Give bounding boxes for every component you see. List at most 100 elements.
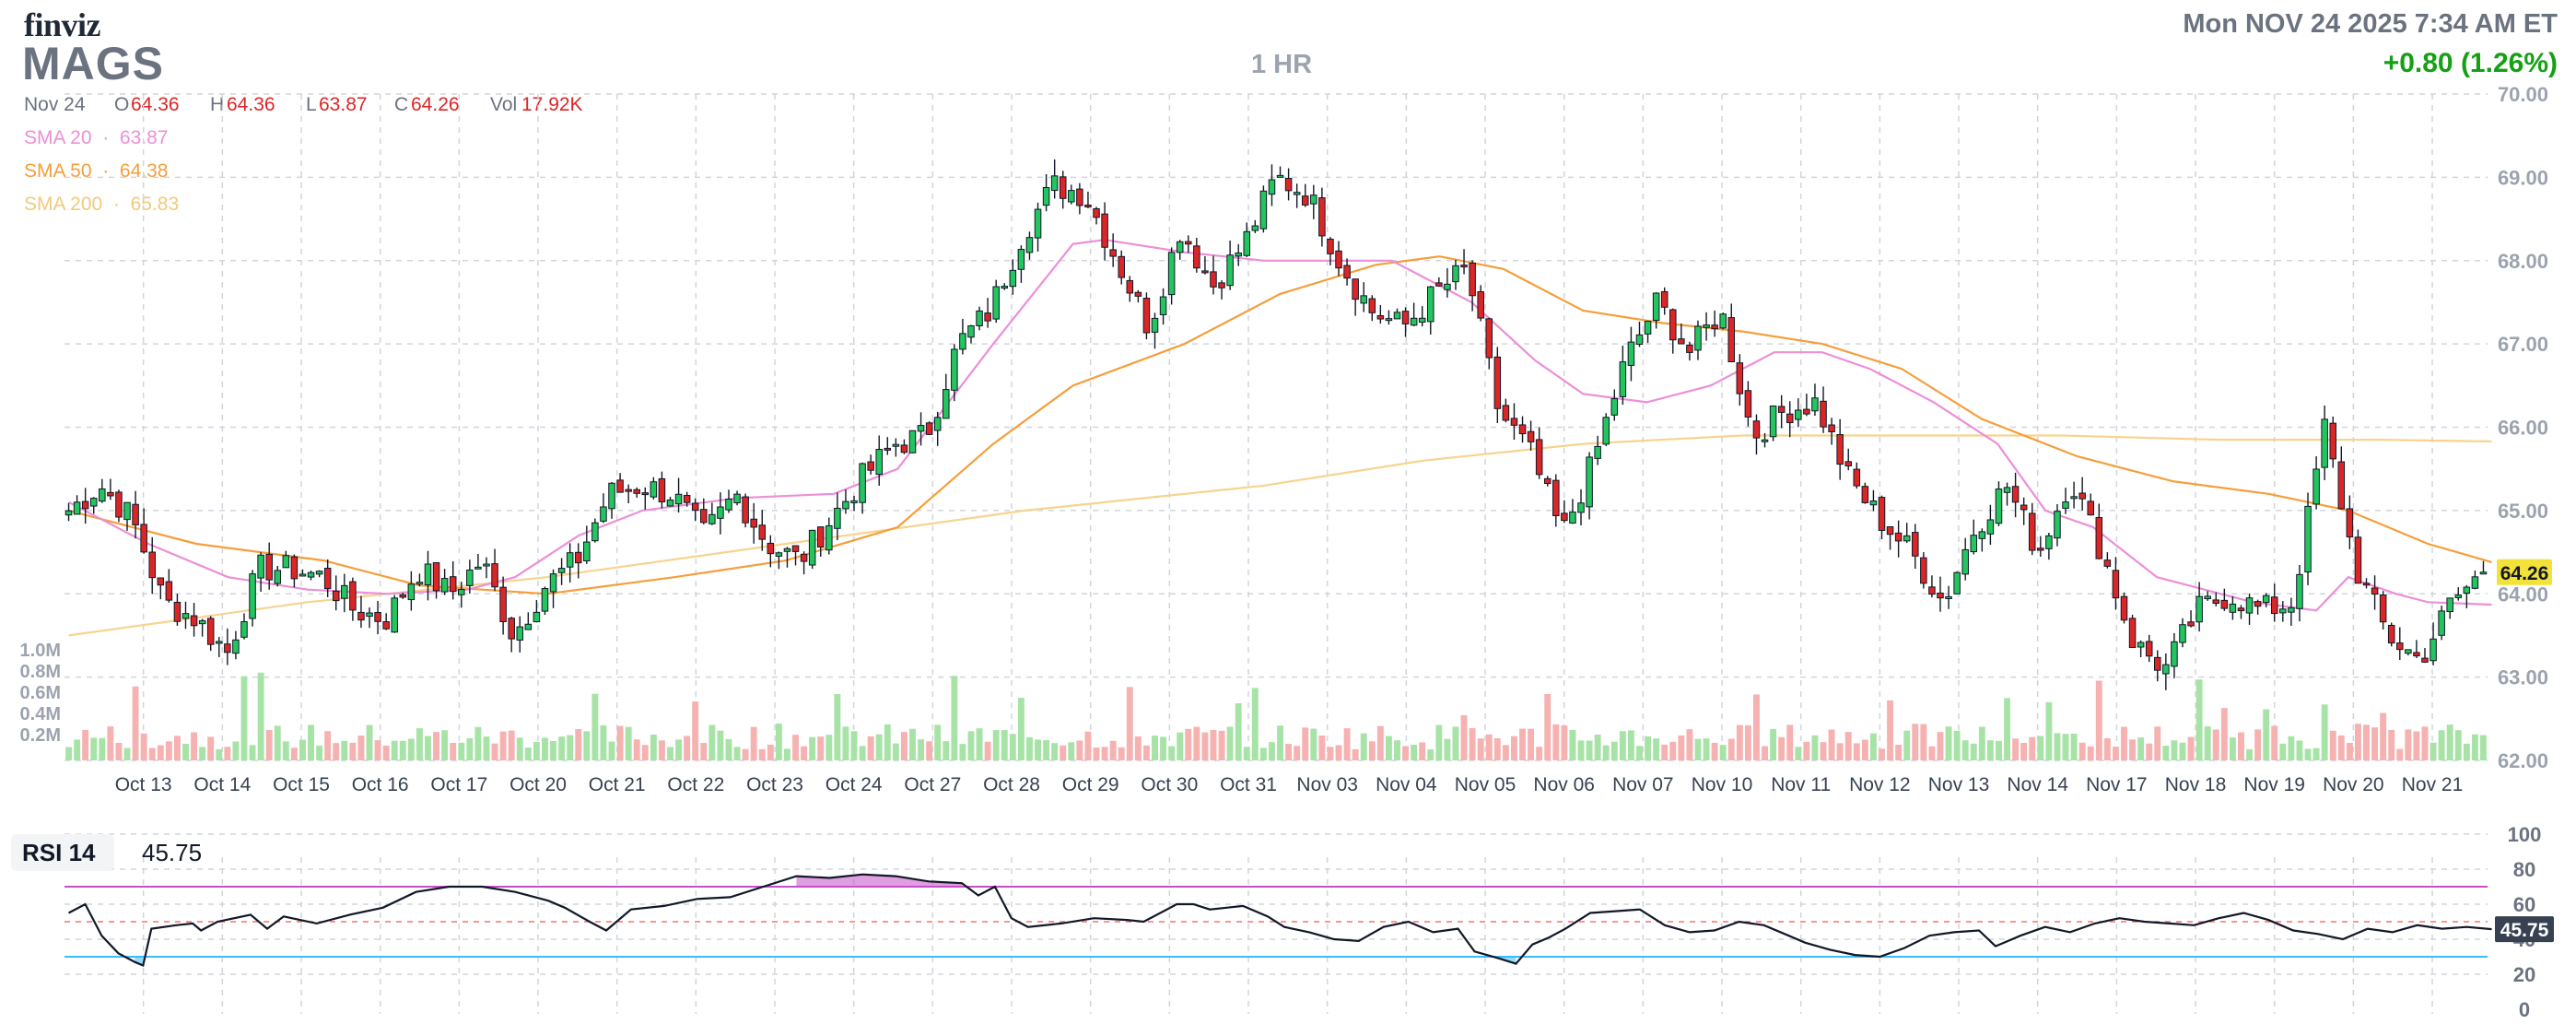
candle-up <box>1694 325 1702 351</box>
volume-bar <box>299 739 306 760</box>
volume-bar <box>767 744 774 760</box>
volume-bar <box>2354 724 2361 760</box>
timeframe-label[interactable]: 1 HR <box>1251 50 1313 79</box>
candle-down <box>1836 434 1844 465</box>
volume-bar <box>2246 748 2253 760</box>
volume-bar <box>1160 736 1167 760</box>
volume-bar <box>1669 741 1677 760</box>
candle-up <box>783 547 791 552</box>
candle-up <box>1703 324 1710 328</box>
volume-bar <box>1485 734 1493 760</box>
candle-up <box>73 501 81 515</box>
volume-bar <box>1259 748 1267 760</box>
y-tick-label: 64.00 <box>2498 583 2548 606</box>
ohlc-volume-label: Vol <box>490 94 518 115</box>
volume-bar <box>1101 747 1108 760</box>
volume-bar <box>1937 732 1944 760</box>
volume-bar <box>1009 734 1016 760</box>
volume-bar <box>374 740 381 760</box>
candle-down <box>382 621 390 630</box>
x-tick-label: Nov 04 <box>1376 774 1437 795</box>
volume-bar <box>1811 735 1819 760</box>
volume-bar <box>2078 742 2086 760</box>
candle-down <box>224 643 231 653</box>
volume-bar <box>600 724 607 760</box>
volume-bar <box>1343 728 1351 760</box>
volume-bar <box>817 736 825 760</box>
volume-bar <box>1786 724 1794 760</box>
candle-down <box>1142 298 1151 334</box>
volume-bar <box>1887 700 1894 760</box>
volume-bar <box>491 743 498 760</box>
candle-down <box>2421 657 2429 663</box>
finviz-logo[interactable]: finviz <box>24 6 101 43</box>
volume-bar <box>2154 726 2161 760</box>
volume-bar <box>1051 743 1059 760</box>
volume-bar <box>2337 735 2345 760</box>
candle-up <box>875 449 883 476</box>
x-tick-label: Nov 12 <box>1849 774 1911 795</box>
sma200-dot: · <box>108 194 125 215</box>
candle-down <box>1510 418 1518 426</box>
x-tick-label: Nov 14 <box>2007 774 2068 795</box>
candle-down <box>1803 408 1810 415</box>
volume-bar <box>1218 730 1225 760</box>
volume-bar <box>1586 740 1593 760</box>
candle-up <box>424 563 432 586</box>
volume-bar <box>1035 739 1041 760</box>
candle-up <box>1719 313 1727 329</box>
volume-bar <box>1419 742 1426 760</box>
candle-down <box>1502 405 1510 421</box>
candle-down <box>1552 479 1560 517</box>
candle-up <box>1644 321 1652 335</box>
rsi-tag-bg <box>2495 916 2554 943</box>
candle-down <box>750 518 757 528</box>
volume-bar <box>2062 734 2069 760</box>
volume-bar <box>567 735 574 760</box>
volume-bar <box>708 724 716 760</box>
volume-bar <box>742 748 749 760</box>
candle-down <box>1485 318 1493 359</box>
volume-bar <box>1411 744 1418 760</box>
candle-down <box>132 503 139 525</box>
candle-up <box>583 541 591 562</box>
candle-up <box>1410 317 1418 326</box>
volume-bar <box>123 748 131 760</box>
volume-bar <box>2446 724 2453 760</box>
volume-bar <box>524 748 532 760</box>
rsi-label: RSI 14 <box>22 839 96 866</box>
candle-down <box>1518 424 1527 435</box>
candle-down <box>1435 282 1443 287</box>
volume-bar <box>391 740 398 760</box>
volume-bar <box>1460 715 1468 760</box>
volume-bar <box>2045 701 2053 760</box>
volume-bar <box>132 686 139 760</box>
candle-up <box>1243 230 1251 256</box>
candle-up <box>315 571 323 575</box>
volume-bar <box>1193 726 1200 760</box>
volume-bar <box>1627 730 1634 760</box>
candle-down <box>2128 618 2137 648</box>
volume-bar <box>542 737 548 760</box>
volume-bar <box>1686 729 1693 760</box>
volume-bar <box>775 724 782 760</box>
volume-bar <box>934 724 942 760</box>
volume-bar <box>2413 731 2420 760</box>
volume-bar <box>1645 736 1652 760</box>
candle-down <box>2112 570 2120 599</box>
candle-down <box>115 491 123 518</box>
candle-down <box>633 489 640 494</box>
volume-bar <box>2220 708 2228 760</box>
candle-up <box>2463 586 2471 595</box>
volume-bar <box>1836 743 1844 760</box>
rsi-tick-label: 0 <box>2519 998 2530 1021</box>
candle-down <box>1686 344 1693 353</box>
volume-bar <box>382 745 390 760</box>
volume-bar <box>1945 726 1952 760</box>
x-tick-label: Nov 18 <box>2165 774 2227 795</box>
candle-up <box>2070 496 2078 500</box>
x-tick-label: Oct 15 <box>273 774 330 795</box>
candle-down <box>1744 390 1752 418</box>
volume-tick-label: 0.6M <box>20 683 61 703</box>
